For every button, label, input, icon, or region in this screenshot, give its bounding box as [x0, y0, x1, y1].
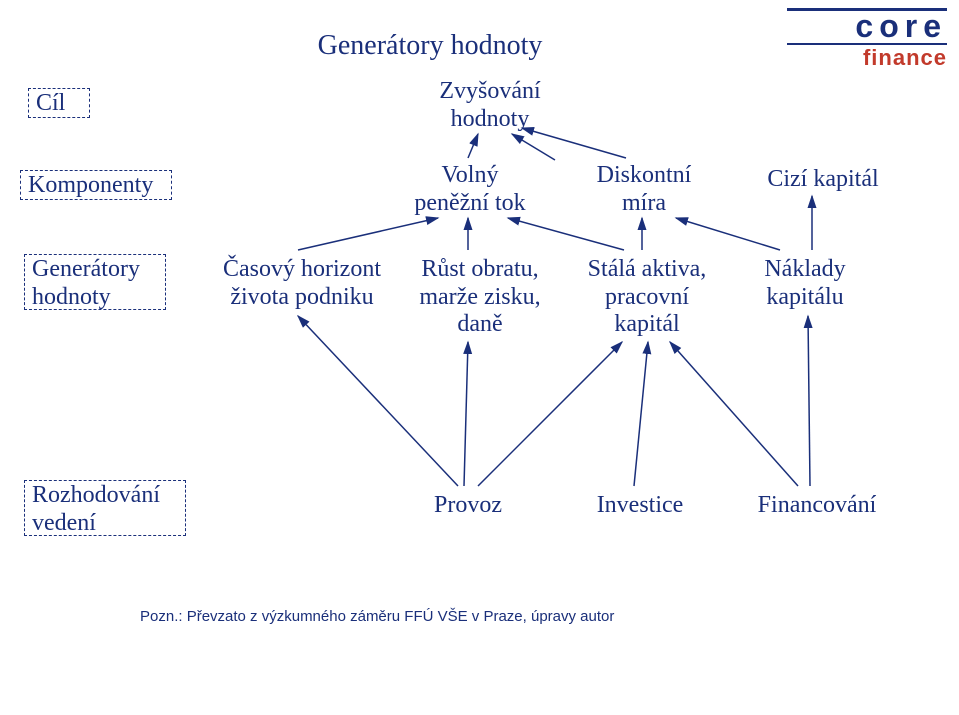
arrow	[298, 316, 458, 486]
node-casovy: Časový horizont života podniku	[212, 256, 392, 311]
arrow	[464, 342, 468, 486]
node-provoz: Provoz	[418, 492, 518, 520]
label-generatory: Generátory hodnoty	[32, 256, 140, 311]
node-diskontni: Diskontní míra	[574, 162, 714, 217]
node-rust: Růst obratu, marže zisku, daně	[400, 256, 560, 339]
arrow	[808, 316, 810, 486]
label-komponenty: Komponenty	[28, 172, 153, 200]
brand-logo: core finance	[787, 8, 947, 71]
arrow	[478, 342, 622, 486]
arrow	[468, 134, 478, 158]
logo-line2: finance	[787, 43, 947, 71]
arrow	[676, 218, 780, 250]
footnote: Pozn.: Převzato z výzkumného záměru FFÚ …	[140, 608, 614, 625]
arrow	[634, 342, 648, 486]
node-financ: Financování	[742, 492, 892, 520]
arrow	[512, 134, 555, 160]
node-zvysovani: Zvyšování hodnoty	[420, 78, 560, 133]
node-naklady: Náklady kapitálu	[740, 256, 870, 311]
node-investice: Investice	[580, 492, 700, 520]
arrow	[298, 218, 438, 250]
logo-line1: core	[787, 8, 947, 37]
arrow	[508, 218, 624, 250]
diagram-title: Generátory hodnoty	[280, 30, 580, 62]
label-cil: Cíl	[36, 90, 65, 118]
diagram-stage: core finance Generátory hodnoty Cíl Komp…	[0, 0, 959, 715]
node-stala: Stálá aktiva, pracovní kapitál	[572, 256, 722, 339]
node-volny: Volný peněžní tok	[395, 162, 545, 217]
arrow	[670, 342, 798, 486]
node-cizi: Cizí kapitál	[748, 166, 898, 194]
label-rozhodovani: Rozhodování vedení	[32, 482, 160, 537]
